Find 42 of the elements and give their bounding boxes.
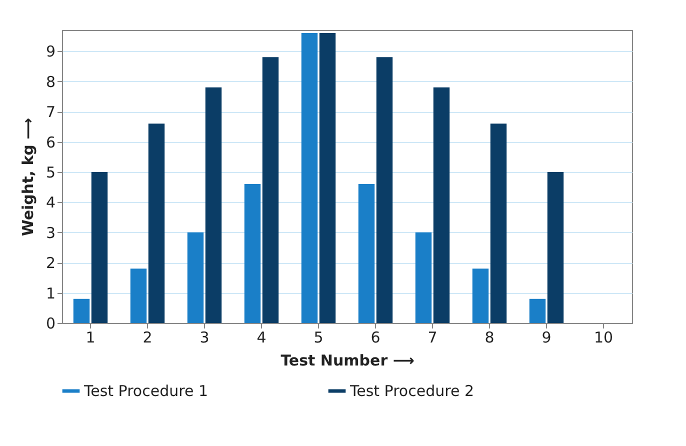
y-tick-label: 3 — [46, 224, 56, 242]
bar — [547, 172, 564, 323]
x-tick-label: 6 — [370, 328, 380, 346]
bar — [433, 87, 450, 323]
y-tick-label: 0 — [46, 314, 56, 332]
x-tick-label: 9 — [542, 328, 552, 346]
x-tick-label: 10 — [594, 328, 614, 346]
bar — [187, 232, 204, 323]
y-tick-label: 9 — [46, 42, 56, 61]
y-tick-label: 1 — [46, 284, 56, 302]
bar — [319, 33, 336, 323]
bar — [490, 124, 507, 323]
bar — [472, 268, 489, 323]
bar — [205, 87, 222, 323]
y-tick-label: 8 — [46, 72, 56, 91]
bar — [529, 298, 546, 323]
bar — [148, 124, 165, 323]
x-tick-label: 2 — [142, 328, 152, 346]
legend-label: Test Procedure 1 — [83, 382, 208, 400]
legend-label: Test Procedure 2 — [349, 382, 474, 400]
bar — [376, 57, 393, 323]
bar — [73, 298, 90, 323]
x-tick-label: 3 — [200, 328, 210, 346]
bar — [358, 184, 375, 323]
bar — [415, 232, 432, 323]
x-tick-label: 5 — [314, 328, 324, 346]
y-tick-label: 6 — [46, 133, 56, 152]
x-tick-label: 7 — [428, 328, 438, 346]
x-tick-label: 1 — [86, 328, 96, 346]
bar — [262, 57, 279, 323]
y-axis-title: Weight, kg ⟶ — [18, 118, 37, 236]
x-tick-label: 8 — [484, 328, 494, 346]
bar — [301, 33, 318, 323]
x-tick-label: 4 — [256, 328, 266, 346]
bar — [91, 172, 108, 323]
bar — [244, 184, 261, 323]
y-tick-label: 2 — [46, 254, 56, 272]
bar — [130, 268, 147, 323]
y-tick-label: 5 — [46, 163, 56, 182]
x-axis-title: Test Number ⟶ — [280, 352, 414, 370]
y-tick-label: 4 — [46, 194, 56, 212]
y-tick-label: 7 — [46, 103, 56, 122]
